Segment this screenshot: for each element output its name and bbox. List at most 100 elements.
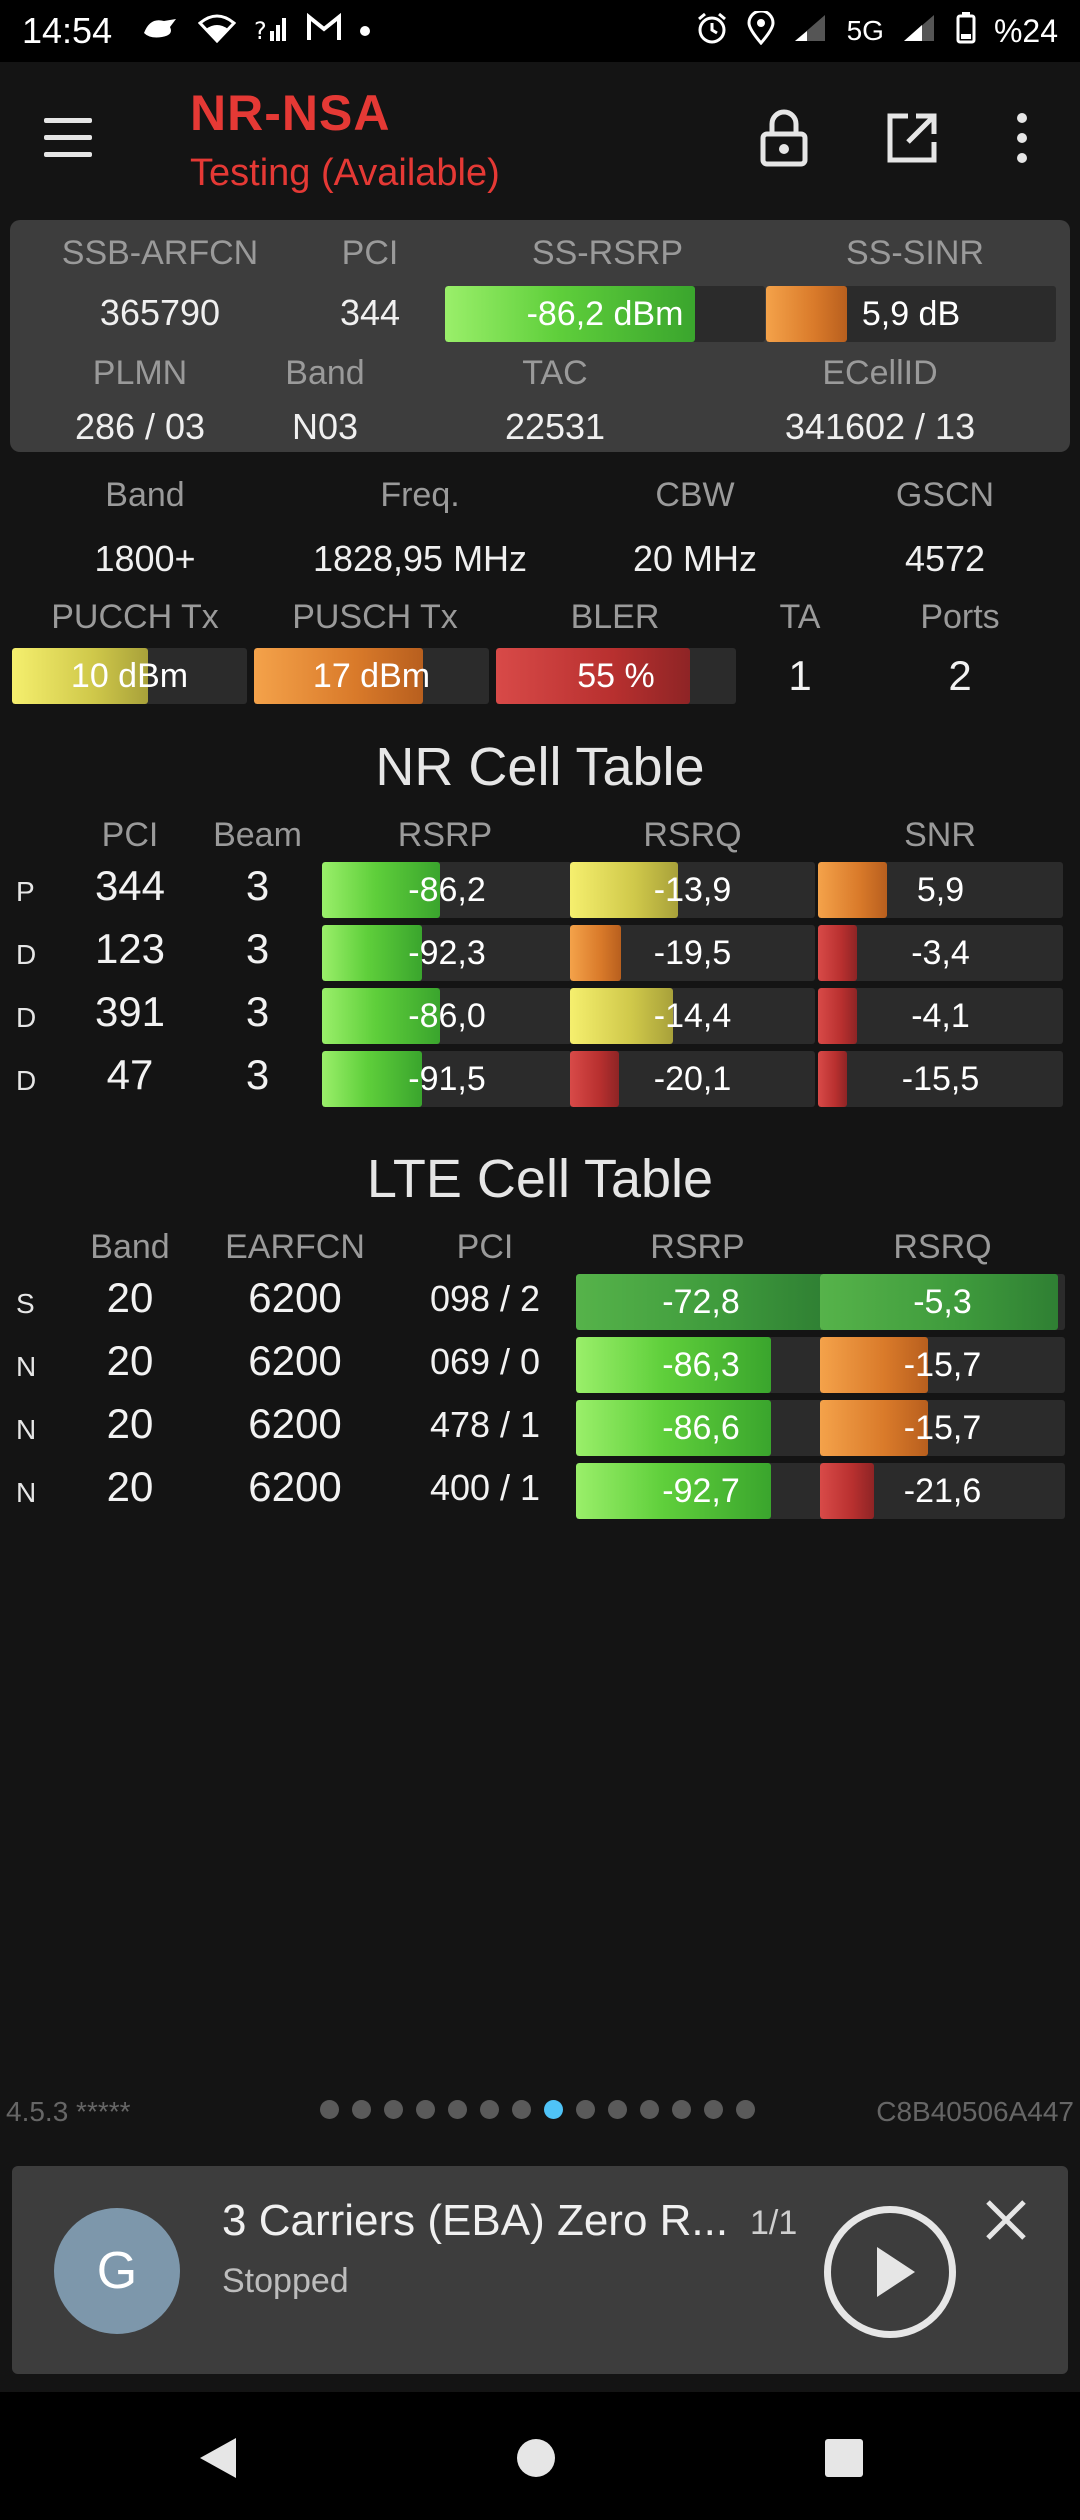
nr-rsrp-value: -86,0: [408, 996, 486, 1035]
lte-rsrp-fill: [576, 1400, 771, 1456]
lte-pci: 069 / 0: [429, 1341, 541, 1382]
nr-snr-value: 5,9: [916, 870, 965, 909]
location-icon: [747, 9, 775, 51]
lte-rsrp-fill: [576, 1337, 771, 1393]
lte-rsrp-value: -86,3: [662, 1345, 740, 1384]
lte-rsrq-value: -15,7: [903, 1408, 982, 1447]
nr-beam: 3: [245, 988, 270, 1035]
lte-rsrq-fill: [820, 1337, 928, 1393]
lte-rsrp-value: -86,6: [662, 1408, 740, 1447]
band-value: N03: [291, 406, 359, 447]
page-dot[interactable]: [416, 2100, 435, 2119]
lte-header-band: Band: [90, 1228, 170, 1266]
ss-sinr-value: 5,9 dB: [861, 294, 961, 333]
back-icon[interactable]: [196, 2436, 240, 2480]
nr-rsrq-fill: [570, 862, 678, 918]
lte-rsrq-fill: [820, 1400, 928, 1456]
page-dot[interactable]: [448, 2100, 467, 2119]
nr-row-type: D: [16, 1002, 37, 1033]
nr-header-rsrq: RSRQ: [643, 816, 742, 854]
ssb-arfcn-value: 365790: [99, 292, 221, 333]
nr-snr-bar: -3,4: [818, 925, 1063, 981]
overflow-menu-icon[interactable]: [984, 100, 1060, 176]
clock: 14:54: [22, 10, 113, 51]
bler-fill: [496, 648, 691, 704]
nr-rsrp-fill: [322, 862, 440, 918]
page-dot[interactable]: [480, 2100, 499, 2119]
page-dot[interactable]: [576, 2100, 595, 2119]
lock-icon[interactable]: [746, 100, 822, 176]
recents-icon[interactable]: [824, 2438, 864, 2478]
lte-row-type: N: [16, 1477, 37, 1508]
page-dot[interactable]: [608, 2100, 627, 2119]
header-ta: TA: [779, 598, 821, 636]
page-dot[interactable]: [672, 2100, 691, 2119]
system-nav-bar: [0, 2392, 1080, 2520]
nr-rsrp-value: -92,3: [408, 933, 486, 972]
lte-band: 20: [106, 1463, 154, 1510]
tac-value: 22531: [504, 406, 606, 447]
lte-header-rsrq: RSRQ: [893, 1228, 992, 1266]
lte-rsrq-value: -5,3: [913, 1282, 972, 1321]
plmn-value: 286 / 03: [74, 406, 206, 447]
lte-rsrp-value: -92,7: [662, 1471, 740, 1510]
page-dot[interactable]: [384, 2100, 403, 2119]
nr-rsrp-fill: [322, 1051, 422, 1107]
header-pusch-tx: PUSCH Tx: [292, 598, 458, 636]
nr-header-beam: Beam: [213, 816, 302, 854]
nr-snr-value: -4,1: [911, 996, 970, 1035]
nr-pci: 391: [94, 988, 166, 1035]
signal-1-icon: [793, 13, 829, 49]
test-player-card[interactable]: G 3 Carriers (EBA) Zero R... 1/1 Stopped: [12, 2166, 1068, 2374]
header-pucch-tx: PUCCH Tx: [51, 598, 219, 636]
nr-snr-value: -15,5: [901, 1059, 980, 1098]
page-dot[interactable]: [704, 2100, 723, 2119]
play-button[interactable]: [824, 2206, 956, 2338]
nr-rsrq-fill: [570, 1051, 619, 1107]
status-subtitle: Testing (Available): [190, 152, 500, 194]
page-dot[interactable]: [544, 2100, 563, 2119]
close-icon[interactable]: [978, 2192, 1034, 2248]
lte-rsrp-fill: [576, 1463, 771, 1519]
nr-snr-bar: -4,1: [818, 988, 1063, 1044]
nr-snr-fill: [818, 925, 858, 981]
page-dot[interactable]: [640, 2100, 659, 2119]
lte-row-type: N: [16, 1351, 37, 1382]
header-info-band: Band: [105, 476, 185, 514]
nr-rsrq-value: -20,1: [653, 1059, 732, 1098]
page-dot[interactable]: [352, 2100, 371, 2119]
lte-band: 20: [106, 1337, 154, 1384]
nr-rsrq-value: -19,5: [653, 933, 732, 972]
page-dot[interactable]: [512, 2100, 531, 2119]
nr-rsrp-bar: -92,3: [322, 925, 572, 981]
app-version: 4.5.3 *****: [6, 2096, 131, 2127]
nr-pci: 344: [94, 862, 166, 909]
page-indicator[interactable]: [320, 2100, 755, 2119]
signal-unknown-icon: ?: [254, 13, 288, 49]
lte-earfcn: 6200: [248, 1337, 342, 1384]
svg-text:?: ?: [254, 17, 267, 43]
script-status: Stopped: [222, 2262, 349, 2300]
open-external-icon[interactable]: [874, 100, 950, 176]
nr-cell-table-title: NR Cell Table: [375, 737, 705, 797]
page-dot[interactable]: [320, 2100, 339, 2119]
menu-icon[interactable]: [40, 110, 96, 166]
header-pci: PCI: [341, 234, 399, 272]
page-dot[interactable]: [736, 2100, 755, 2119]
pucch-tx-fill: [12, 648, 149, 704]
lte-header-rsrp: RSRP: [650, 1228, 745, 1266]
home-icon[interactable]: [514, 2436, 558, 2480]
nr-snr-fill: [818, 862, 887, 918]
header-plmn: PLMN: [92, 354, 188, 392]
status-bar: 14:54 ? 5G %24: [0, 0, 1080, 62]
pucch-tx-bar: 10 dBm: [12, 648, 247, 704]
pci-value: 344: [339, 292, 401, 333]
page-title: NR-NSA: [190, 85, 391, 141]
ss-rsrp-fill: [445, 286, 695, 342]
header-bler: BLER: [570, 598, 660, 636]
ports-value: 2: [948, 652, 972, 699]
app-bar: NR-NSA Testing (Available): [0, 62, 1080, 214]
nr-rsrp-bar: -86,0: [322, 988, 572, 1044]
nr-rsrp-value: -86,2: [408, 870, 486, 909]
nr-snr-fill: [818, 1051, 848, 1107]
